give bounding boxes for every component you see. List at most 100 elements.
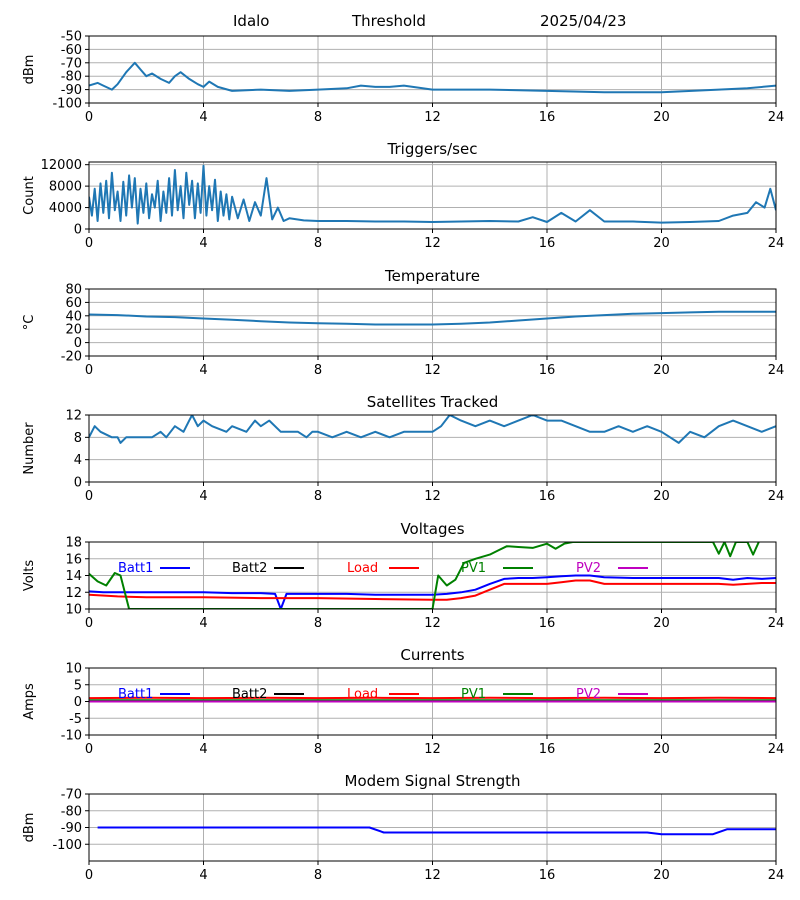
panel-title: Modem Signal Strength: [345, 772, 521, 790]
y-tick-label: 0: [74, 695, 82, 710]
x-tick-label: 0: [85, 236, 93, 251]
x-tick-label: 24: [768, 110, 785, 125]
x-tick-label: 20: [653, 616, 670, 631]
x-tick-label: 20: [653, 868, 670, 883]
y-tick-label: 12: [65, 409, 82, 424]
y-tick-label: -90: [61, 83, 82, 98]
legend-label-batt1: Batt1: [118, 561, 153, 576]
y-tick-label: 0: [74, 476, 82, 491]
x-tick-label: 16: [539, 742, 556, 757]
y-tick-label: 0: [74, 223, 82, 238]
x-tick-label: 20: [653, 489, 670, 504]
legend-label-batt2: Batt2: [232, 687, 267, 702]
panel-title: Satellites Tracked: [367, 393, 498, 411]
x-tick-label: 16: [539, 489, 556, 504]
x-tick-label: 20: [653, 363, 670, 378]
report-date: 2025/04/23: [540, 12, 627, 30]
y-tick-label: 8000: [49, 180, 82, 195]
y-tick-label: -100: [52, 838, 82, 853]
x-tick-label: 8: [314, 868, 322, 883]
y-tick-label: -80: [61, 804, 82, 819]
y-tick-label: 20: [65, 323, 82, 338]
y-tick-label: 8: [74, 431, 82, 446]
series-line-pv1: [89, 542, 760, 609]
x-tick-label: 12: [424, 868, 441, 883]
y-tick-label: 16: [65, 552, 82, 567]
x-tick-label: 24: [768, 489, 785, 504]
series-line-batt1: [89, 574, 776, 609]
series-line-triggers: [89, 164, 776, 225]
y-axis-label: °C: [22, 315, 37, 331]
panel-triggers: 0 4 8 12 16 20 24 0 4000 8000 12000 Triggers/sec Cou…: [22, 140, 784, 251]
legend-label-pv1: PV1: [461, 561, 486, 576]
y-tick-label: -20: [61, 350, 82, 365]
y-tick-label: 14: [65, 569, 82, 584]
y-tick-label: -100: [52, 97, 82, 112]
series-group: [89, 164, 776, 225]
y-axis-label: Amps: [22, 683, 37, 720]
y-tick-label: 10: [65, 662, 82, 677]
x-tick-label: 24: [768, 236, 785, 251]
y-tick-label: -70: [61, 56, 82, 71]
y-axis-label: Count: [22, 176, 37, 215]
x-tick-label: 12: [424, 489, 441, 504]
legend-label-batt2: Batt2: [232, 561, 267, 576]
y-axis-label: Number: [22, 422, 37, 475]
x-tick-label: 16: [539, 616, 556, 631]
series-group: [89, 415, 776, 444]
legend-label-load: Load: [347, 687, 378, 702]
legend-label-pv2: PV2: [576, 561, 601, 576]
x-tick-label: 0: [85, 110, 93, 125]
x-tick-label: 16: [539, 363, 556, 378]
panel-threshold: 0 4 8 12 16 20 24 -100-90-80-70-60-50 dBm: [22, 30, 784, 126]
y-tick-label: 4: [74, 453, 82, 468]
x-tick-label: 8: [314, 363, 322, 378]
legend-label-pv2: PV2: [576, 687, 601, 702]
x-tick-label: 12: [424, 236, 441, 251]
x-tick-label: 12: [424, 363, 441, 378]
y-tick-label: -50: [61, 30, 82, 45]
panel-title: Triggers/sec: [387, 140, 478, 158]
y-tick-label: 5: [74, 678, 82, 693]
x-tick-label: 16: [539, 868, 556, 883]
x-tick-label: 0: [85, 742, 93, 757]
x-tick-label: 0: [85, 363, 93, 378]
x-tick-label: 16: [539, 110, 556, 125]
x-tick-label: 4: [199, 110, 207, 125]
legend-label-load: Load: [347, 561, 378, 576]
x-tick-label: 12: [424, 742, 441, 757]
x-tick-label: 8: [314, 616, 322, 631]
y-tick-label: 80: [65, 283, 82, 298]
x-tick-label: 24: [768, 616, 785, 631]
x-tick-label: 8: [314, 236, 322, 251]
panel-title: Temperature: [384, 267, 480, 285]
x-tick-label: 24: [768, 868, 785, 883]
x-tick-label: 0: [85, 489, 93, 504]
y-axis-label: Volts: [22, 560, 37, 592]
series-group: [89, 542, 776, 609]
x-tick-label: 16: [539, 236, 556, 251]
panel-satellites: 0 4 8 12 16 20 24 0 4 8 12 Satellites Tracked Number: [22, 393, 784, 504]
y-tick-label: -5: [69, 712, 82, 727]
x-tick-label: 20: [653, 236, 670, 251]
x-tick-label: 24: [768, 742, 785, 757]
station-name: Idalo: [233, 12, 270, 30]
x-tick-label: 20: [653, 742, 670, 757]
y-tick-label: -60: [61, 43, 82, 58]
series-line-temperature: [89, 310, 776, 326]
y-tick-label: 12000: [41, 158, 82, 173]
series-line-load: [89, 579, 776, 601]
series-group: [97, 826, 776, 836]
y-tick-label: 60: [65, 296, 82, 311]
y-tick-label: -70: [61, 788, 82, 803]
x-tick-label: 8: [314, 742, 322, 757]
x-tick-label: 4: [199, 868, 207, 883]
x-tick-label: 8: [314, 110, 322, 125]
y-tick-label: -80: [61, 70, 82, 85]
panel-title: Currents: [400, 646, 464, 664]
